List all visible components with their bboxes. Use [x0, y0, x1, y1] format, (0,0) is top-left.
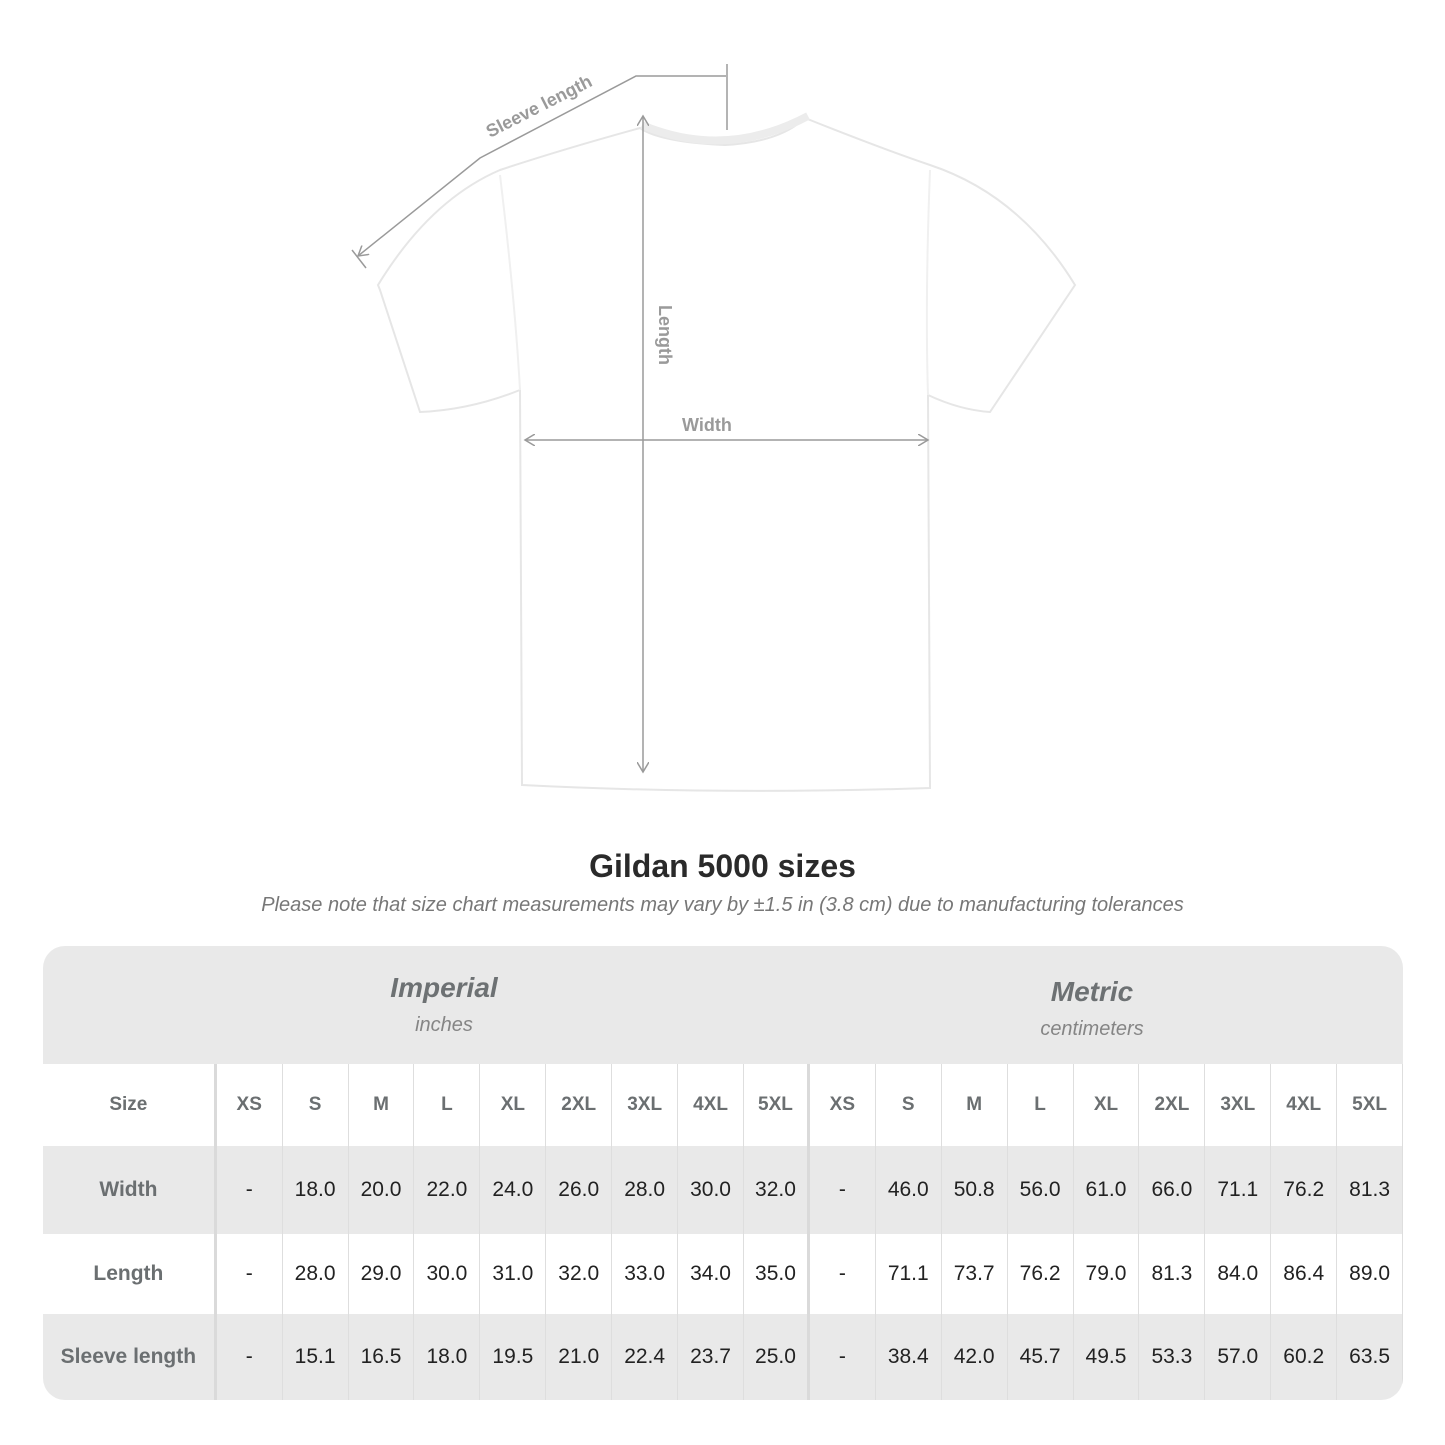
- value-metric: 60.2: [1271, 1314, 1338, 1400]
- value-imperial: 22.4: [612, 1314, 679, 1400]
- value-imperial: 30.0: [414, 1234, 481, 1314]
- value-imperial: 23.7: [678, 1314, 744, 1400]
- value-metric: 86.4: [1271, 1234, 1338, 1314]
- value-imperial: 29.0: [349, 1234, 415, 1314]
- tshirt-diagram: Sleeve length Length Width: [351, 64, 1077, 792]
- size-metric: S: [876, 1064, 942, 1146]
- value-imperial: -: [217, 1146, 283, 1234]
- value-metric: 49.5: [1074, 1314, 1140, 1400]
- size-imperial: L: [414, 1064, 481, 1146]
- value-imperial: 28.0: [283, 1234, 349, 1314]
- value-metric: 56.0: [1008, 1146, 1074, 1234]
- chart-title: Gildan 5000 sizes: [589, 848, 856, 884]
- value-imperial: 31.0: [480, 1234, 547, 1314]
- size-metric: 3XL: [1205, 1064, 1272, 1146]
- value-metric: 50.8: [942, 1146, 1008, 1234]
- value-imperial: 26.0: [546, 1146, 613, 1234]
- value-imperial: 18.0: [283, 1146, 349, 1234]
- value-metric: -: [810, 1146, 876, 1234]
- value-imperial: 32.0: [744, 1146, 810, 1234]
- value-imperial: 20.0: [349, 1146, 415, 1234]
- value-metric: -: [810, 1314, 876, 1400]
- value-metric: 61.0: [1074, 1146, 1140, 1234]
- value-metric: 66.0: [1139, 1146, 1206, 1234]
- table-header: Imperial inches Metric centimeters: [43, 946, 1403, 1064]
- imperial-unit: inches: [415, 1014, 473, 1036]
- row-label: Sleeve length: [43, 1314, 217, 1400]
- metric-title: Metric: [1050, 976, 1134, 1007]
- value-imperial: -: [217, 1314, 283, 1400]
- size-table: Imperial inches Metric centimeters Size X…: [43, 946, 1403, 1400]
- imperial-header: Imperial inches: [217, 972, 671, 1037]
- value-imperial: 19.5: [480, 1314, 547, 1400]
- size-imperial: M: [349, 1064, 415, 1146]
- value-imperial: 30.0: [678, 1146, 744, 1234]
- value-metric: -: [810, 1234, 876, 1314]
- size-imperial: 4XL: [678, 1064, 744, 1146]
- value-metric: 71.1: [876, 1234, 942, 1314]
- size-imperial: 3XL: [612, 1064, 679, 1146]
- size-imperial: XS: [217, 1064, 283, 1146]
- value-metric: 71.1: [1205, 1146, 1272, 1234]
- size-imperial: XL: [480, 1064, 547, 1146]
- table-row: Width -18.0 20.0 22.0 24.0 26.0 28.0 30.0 32.0-4…: [43, 1146, 1403, 1234]
- value-imperial: 25.0: [744, 1314, 810, 1400]
- size-metric: 5XL: [1337, 1064, 1403, 1146]
- row-label: Length: [43, 1234, 217, 1314]
- value-imperial: -: [217, 1234, 283, 1314]
- value-metric: 84.0: [1205, 1234, 1272, 1314]
- table-row: Length -28.0 29.0 30.0 31.0 32.0 33.0 34.0 35.0-…: [43, 1234, 1403, 1314]
- tshirt-shape: [376, 116, 1077, 792]
- value-imperial: 24.0: [480, 1146, 547, 1234]
- value-imperial: 16.5: [349, 1314, 415, 1400]
- size-metric: L: [1008, 1064, 1074, 1146]
- value-imperial: 22.0: [414, 1146, 481, 1234]
- value-metric: 76.2: [1008, 1234, 1074, 1314]
- size-metric: 2XL: [1139, 1064, 1206, 1146]
- size-metric: XL: [1074, 1064, 1140, 1146]
- value-metric: 38.4: [876, 1314, 942, 1400]
- table-row: Sleeve length -15.1 16.5 18.0 19.5 21.0 22.4 23…: [43, 1314, 1403, 1400]
- size-metric: M: [942, 1064, 1008, 1146]
- value-imperial: 15.1: [283, 1314, 349, 1400]
- value-metric: 53.3: [1139, 1314, 1206, 1400]
- size-header-row: Size XS S M L XL 2XL 3XL 4XL 5XL XS S M L XL 2XL 3XL 4XL 5…: [43, 1064, 1403, 1146]
- size-imperial: S: [283, 1064, 349, 1146]
- value-metric: 57.0: [1205, 1314, 1272, 1400]
- tolerance-note: Please note that size chart measurements…: [261, 894, 1184, 916]
- value-imperial: 21.0: [546, 1314, 613, 1400]
- value-imperial: 35.0: [744, 1234, 810, 1314]
- metric-unit: centimeters: [1040, 1018, 1144, 1040]
- value-metric: 42.0: [942, 1314, 1008, 1400]
- metric-header: Metric centimeters: [865, 976, 1319, 1041]
- value-metric: 79.0: [1074, 1234, 1140, 1314]
- value-metric: 89.0: [1337, 1234, 1403, 1314]
- value-metric: 81.3: [1337, 1146, 1403, 1234]
- value-metric: 45.7: [1008, 1314, 1074, 1400]
- size-metric: 4XL: [1271, 1064, 1338, 1146]
- value-imperial: 33.0: [612, 1234, 679, 1314]
- value-metric: 46.0: [876, 1146, 942, 1234]
- value-metric: 63.5: [1337, 1314, 1403, 1400]
- value-imperial: 18.0: [414, 1314, 481, 1400]
- size-label: Size: [43, 1064, 217, 1146]
- value-imperial: 32.0: [546, 1234, 613, 1314]
- value-metric: 81.3: [1139, 1234, 1206, 1314]
- row-label: Width: [43, 1146, 217, 1234]
- size-imperial: 5XL: [744, 1064, 810, 1146]
- value-metric: 76.2: [1271, 1146, 1338, 1234]
- width-label: Width: [682, 415, 732, 435]
- value-imperial: 34.0: [678, 1234, 744, 1314]
- imperial-title: Imperial: [390, 972, 498, 1003]
- value-metric: 73.7: [942, 1234, 1008, 1314]
- size-imperial: 2XL: [546, 1064, 613, 1146]
- sleeve-length-measure: [351, 64, 728, 269]
- value-imperial: 28.0: [612, 1146, 679, 1234]
- length-label: Length: [655, 305, 675, 365]
- size-metric: XS: [810, 1064, 876, 1146]
